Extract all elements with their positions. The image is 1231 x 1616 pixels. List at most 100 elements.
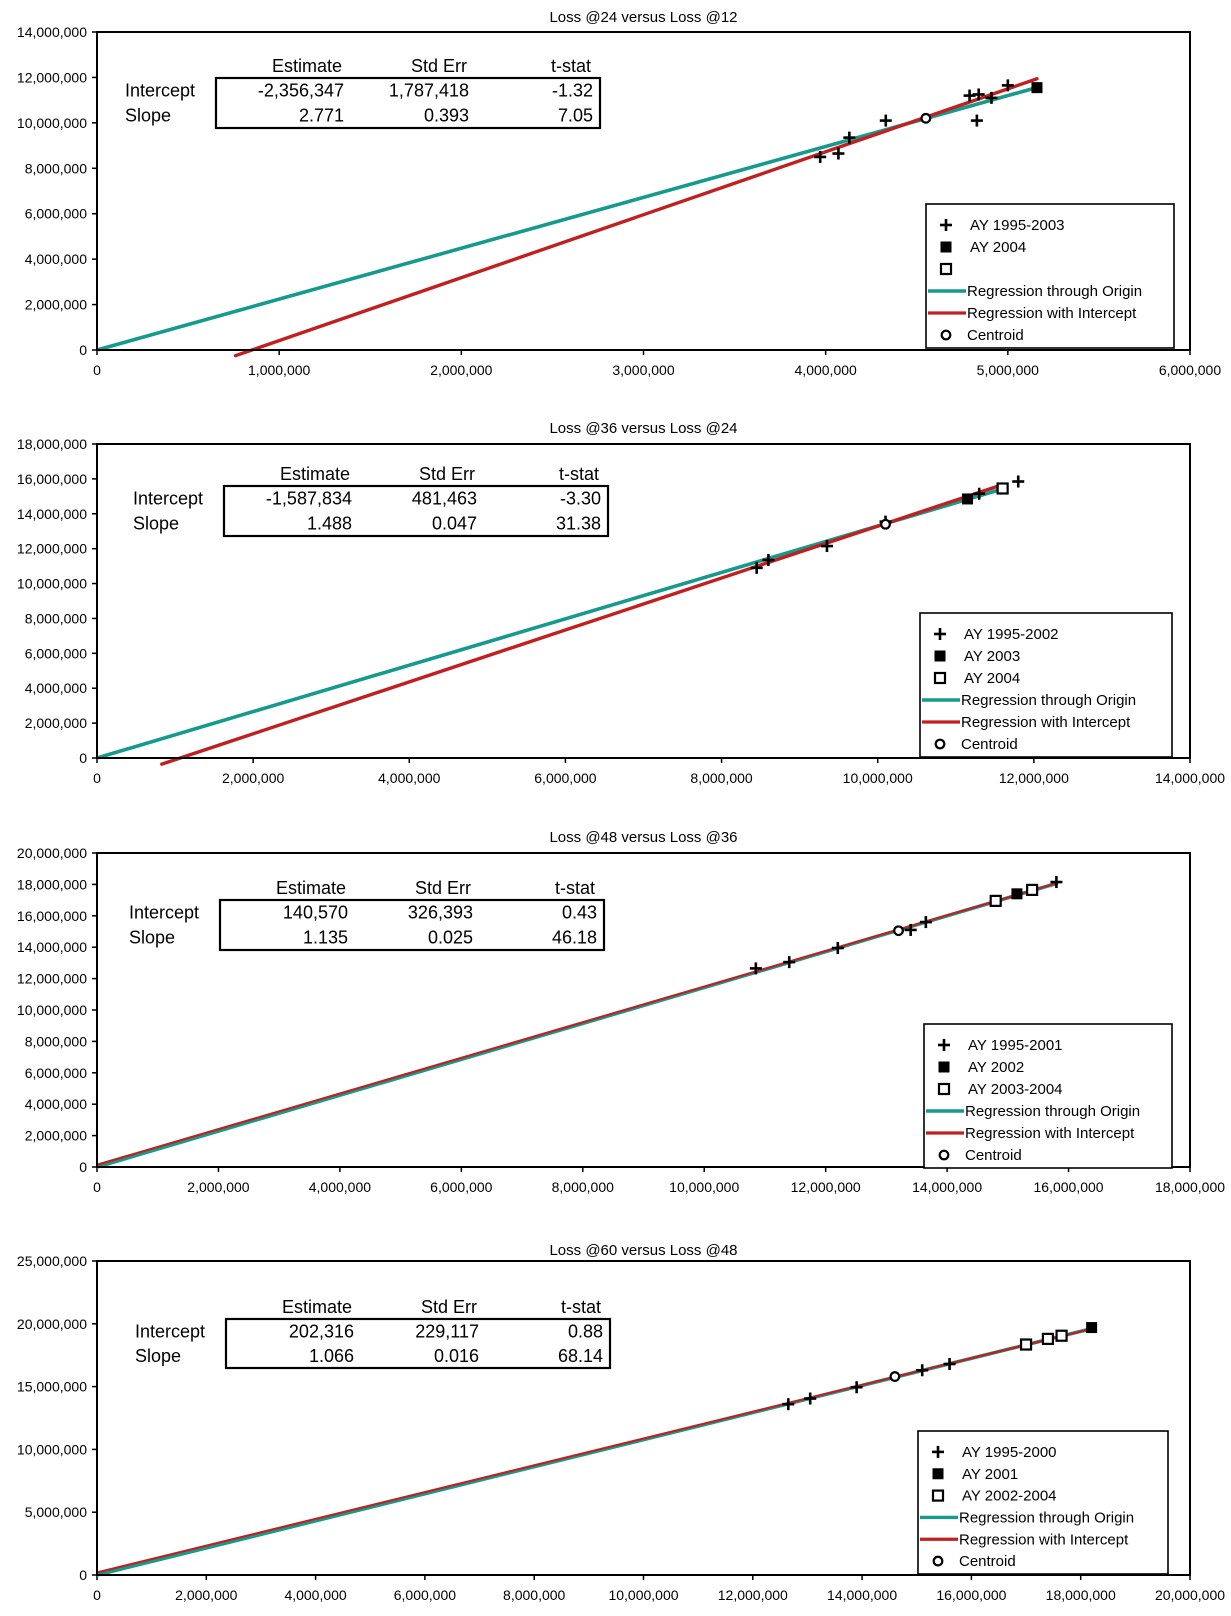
legend: AY 1995-2002 AY 2003 AY 2004 Regression thr… bbox=[919, 612, 1173, 758]
y-tick-label: 5,000,000 bbox=[25, 1504, 87, 1520]
x-tick-label: 8,000,000 bbox=[690, 770, 752, 786]
centroid-marker bbox=[920, 112, 932, 124]
stats-table: Estimate Std Err t-stat Intercept -2,356,347… bbox=[125, 56, 602, 130]
plus-marker bbox=[932, 1445, 944, 1458]
x-tick-label: 18,000,000 bbox=[1155, 1179, 1225, 1195]
regression-with-intercept-line bbox=[233, 77, 1039, 358]
x-tick-label: 0 bbox=[93, 362, 101, 378]
stats-header: Std Err bbox=[411, 56, 467, 76]
stats-value: 46.18 bbox=[552, 928, 597, 948]
x-tick-label: 0 bbox=[93, 770, 101, 786]
x-tick-label: 12,000,000 bbox=[999, 770, 1069, 786]
plus-marker bbox=[1012, 475, 1025, 488]
data-points bbox=[814, 79, 1043, 163]
stats-header: Std Err bbox=[421, 1297, 477, 1317]
y-tick-label: 8,000,000 bbox=[25, 1033, 87, 1049]
legend-box bbox=[917, 1430, 1169, 1575]
legend-label: AY 2003 bbox=[964, 648, 1020, 665]
centroid-marker bbox=[889, 1371, 901, 1382]
y-tick-label: 0 bbox=[79, 750, 87, 766]
y-tick-label: 14,000,000 bbox=[17, 506, 87, 522]
legend-label: Regression through Origin bbox=[967, 283, 1142, 300]
plus-marker bbox=[938, 1039, 950, 1051]
legend-label: AY 1995-2002 bbox=[964, 626, 1059, 643]
y-tick-label: 2,000,000 bbox=[25, 1128, 87, 1144]
legend: AY 1995-2000 AY 2001 AY 2002-2004 Regressio… bbox=[917, 1430, 1169, 1575]
open-square-marker bbox=[939, 262, 953, 276]
stats-value: 31.38 bbox=[556, 514, 601, 534]
plus-marker bbox=[750, 561, 763, 574]
filled-square-marker bbox=[1011, 888, 1023, 900]
x-tick-label: 14,000,000 bbox=[912, 1179, 982, 1195]
stats-header: Estimate bbox=[276, 878, 346, 898]
stats-value: 7.05 bbox=[558, 106, 593, 126]
stats-value: 0.88 bbox=[568, 1321, 603, 1341]
chart-4: Loss @60 versus Loss @48 0 5,000,000 10,000… bbox=[17, 1242, 1225, 1603]
stats-row-label: Intercept bbox=[129, 903, 199, 923]
plus-marker bbox=[814, 150, 827, 163]
chart-title: Loss @60 versus Loss @48 bbox=[549, 1242, 737, 1259]
y-tick-label: 0 bbox=[79, 342, 87, 358]
legend-label: AY 1995-2000 bbox=[962, 1444, 1057, 1461]
plus-marker bbox=[783, 956, 796, 969]
x-tick-label: 16,000,000 bbox=[1034, 1179, 1104, 1195]
y-tick-label: 10,000,000 bbox=[17, 1002, 87, 1018]
stats-value: 229,117 bbox=[415, 1321, 479, 1341]
x-tick-label: 6,000,000 bbox=[430, 1179, 492, 1195]
legend-label: Regression through Origin bbox=[959, 1509, 1134, 1526]
stats-value: 0.047 bbox=[432, 514, 477, 534]
legend-label: Centroid bbox=[965, 1147, 1022, 1164]
plus-marker bbox=[904, 923, 917, 936]
y-tick-label: 0 bbox=[79, 1159, 87, 1175]
y-tick-label: 10,000,000 bbox=[17, 576, 87, 592]
x-tick-label: 16,000,000 bbox=[936, 1587, 1006, 1603]
x-tick-label: 4,000,000 bbox=[284, 1587, 346, 1603]
x-tick-label: 6,000,000 bbox=[534, 770, 596, 786]
plus-marker bbox=[804, 1392, 817, 1405]
chart-1: Loss @24 versus Loss @12 0 2,000,000 4,000,… bbox=[17, 9, 1221, 378]
centroid-marker bbox=[880, 518, 891, 530]
y-tick-label: 16,000,000 bbox=[17, 471, 87, 487]
x-tick-label: 4,000,000 bbox=[378, 770, 440, 786]
plus-marker bbox=[879, 114, 892, 127]
stats-header: Std Err bbox=[415, 878, 471, 898]
legend-label: AY 2002 bbox=[968, 1059, 1024, 1076]
regression-lines bbox=[97, 482, 1005, 766]
chart-title: Loss @36 versus Loss @24 bbox=[549, 420, 737, 437]
x-tick-label: 2,000,000 bbox=[222, 770, 284, 786]
y-tick-label: 25,000,000 bbox=[17, 1253, 87, 1269]
x-tick-label: 6,000,000 bbox=[1159, 362, 1221, 378]
stats-value: 2.771 bbox=[299, 106, 344, 126]
legend-box bbox=[919, 612, 1173, 758]
stats-header: Estimate bbox=[280, 464, 350, 484]
plus-marker bbox=[916, 1364, 929, 1377]
y-tick-label: 2,000,000 bbox=[25, 715, 87, 731]
plus-marker bbox=[943, 1357, 956, 1370]
y-tick-label: 6,000,000 bbox=[25, 645, 87, 661]
open-square-marker bbox=[989, 894, 1002, 907]
legend: AY 1995-2003 AY 2004 Regression through Or… bbox=[925, 203, 1175, 349]
plus-marker bbox=[940, 219, 952, 231]
legend-box bbox=[925, 203, 1175, 349]
y-tick-label: 18,000,000 bbox=[17, 436, 87, 452]
y-tick-label: 20,000,000 bbox=[17, 845, 87, 861]
x-tick-label: 10,000,000 bbox=[669, 1179, 739, 1195]
legend-label: Regression with Intercept bbox=[965, 1125, 1135, 1142]
stats-header: t-stat bbox=[551, 56, 591, 76]
open-square-marker bbox=[1026, 883, 1039, 896]
stats-box bbox=[218, 898, 606, 952]
x-tick-label: 14,000,000 bbox=[827, 1587, 897, 1603]
x-tick-label: 1,000,000 bbox=[248, 362, 310, 378]
x-tick-label: 6,000,000 bbox=[394, 1587, 456, 1603]
legend: AY 1995-2001 AY 2002 AY 2003-2004 Regressio… bbox=[923, 1023, 1173, 1169]
filled-square-marker bbox=[940, 241, 952, 253]
stats-row-label: Slope bbox=[133, 514, 179, 534]
plus-marker bbox=[820, 540, 833, 553]
stats-value: -3.30 bbox=[560, 489, 601, 509]
legend-label: Centroid bbox=[961, 736, 1018, 753]
filled-square-marker bbox=[938, 1061, 950, 1073]
x-tick-label: 4,000,000 bbox=[795, 362, 857, 378]
stats-row-label: Slope bbox=[135, 1346, 181, 1366]
legend-label: Centroid bbox=[967, 327, 1024, 344]
stats-table: Estimate Std Err t-stat Intercept 202,316 229… bbox=[135, 1297, 612, 1370]
